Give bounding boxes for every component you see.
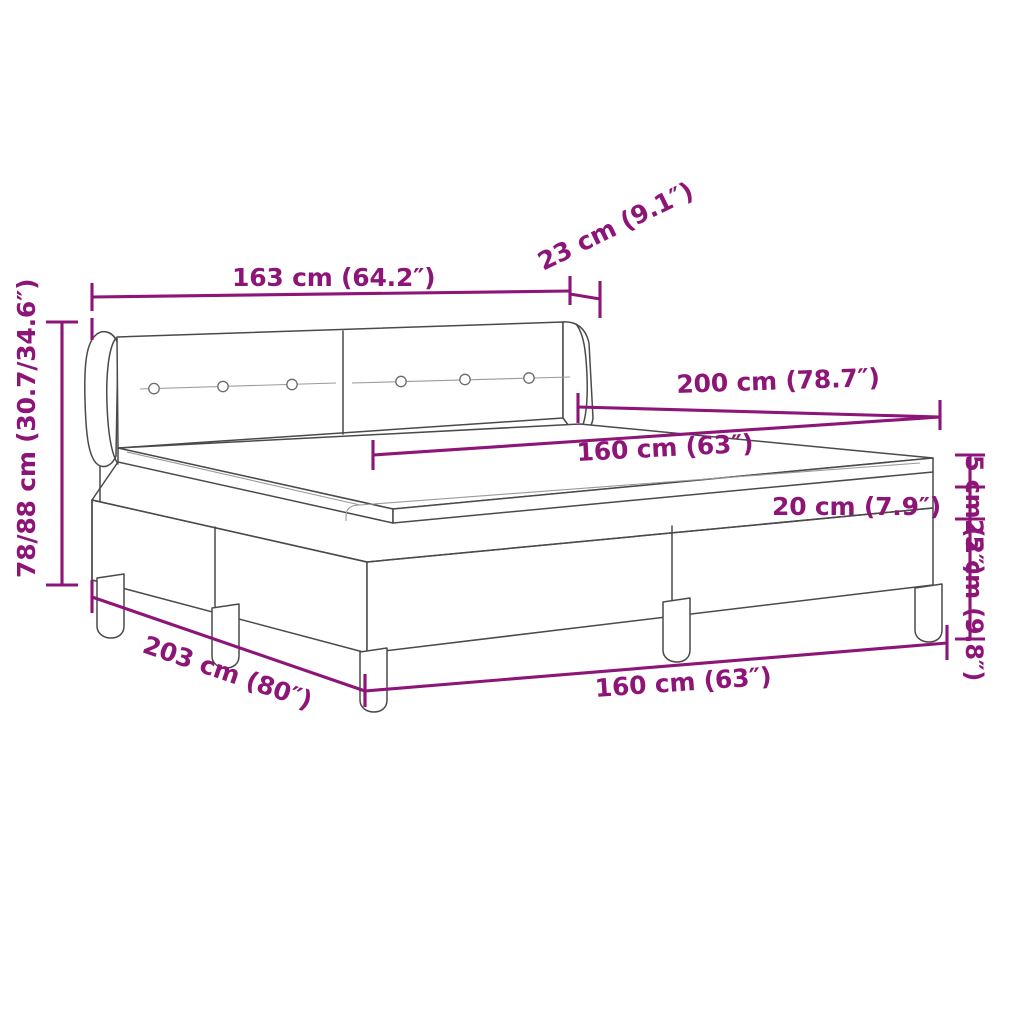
bed-leg [211,603,240,669]
label-bed-height: 78/88 cm (30.7/34.6″) [12,278,41,578]
dim-line [91,595,366,693]
bed-leg [359,647,388,713]
headboard-left-roll [84,331,119,468]
dim-line [577,405,941,419]
tuft-button [395,375,407,388]
tufting-line-left [139,382,337,390]
bed-leg [914,583,943,643]
label-mattress-thickness: 20 cm (7.9″) [772,492,941,521]
bed-leg [96,573,125,639]
headboard-left-roll-crease [106,337,119,465]
base-face-right [366,507,934,654]
dim-line [372,415,941,457]
mattress-piping-line [359,462,921,506]
label-mattress-length: 200 cm (78.7″) [675,362,881,399]
base-group [91,461,943,713]
label-headboard-width: 163 cm (64.2″) [232,263,436,292]
mattress-piping-line-left [126,451,361,506]
tuft-button [217,380,229,393]
dim-mattress-width-top [371,415,941,470]
dim-bed-height [46,320,78,587]
tuft-button [523,372,535,384]
base-top-edge [91,499,934,563]
label-base-height: 25 cm (9.8″) [960,519,988,682]
headboard-right-roll-crease [575,323,588,433]
dim-line [569,292,601,301]
dim-base-height [955,487,985,641]
base-rim-back-left [91,461,119,501]
tuft-button [459,373,471,386]
dim-line [91,289,571,299]
dim-headboard-width [90,276,572,340]
tuft-button [148,382,160,395]
dim-bed-width-front [363,625,949,707]
dim-headboard-depth [569,281,602,318]
bed-leg [662,597,691,663]
tuft-button [286,378,298,391]
mattress-corner-piping [345,504,361,521]
dim-mattress-length [576,393,942,430]
dim-line [364,641,948,693]
headboard-group [84,321,594,516]
